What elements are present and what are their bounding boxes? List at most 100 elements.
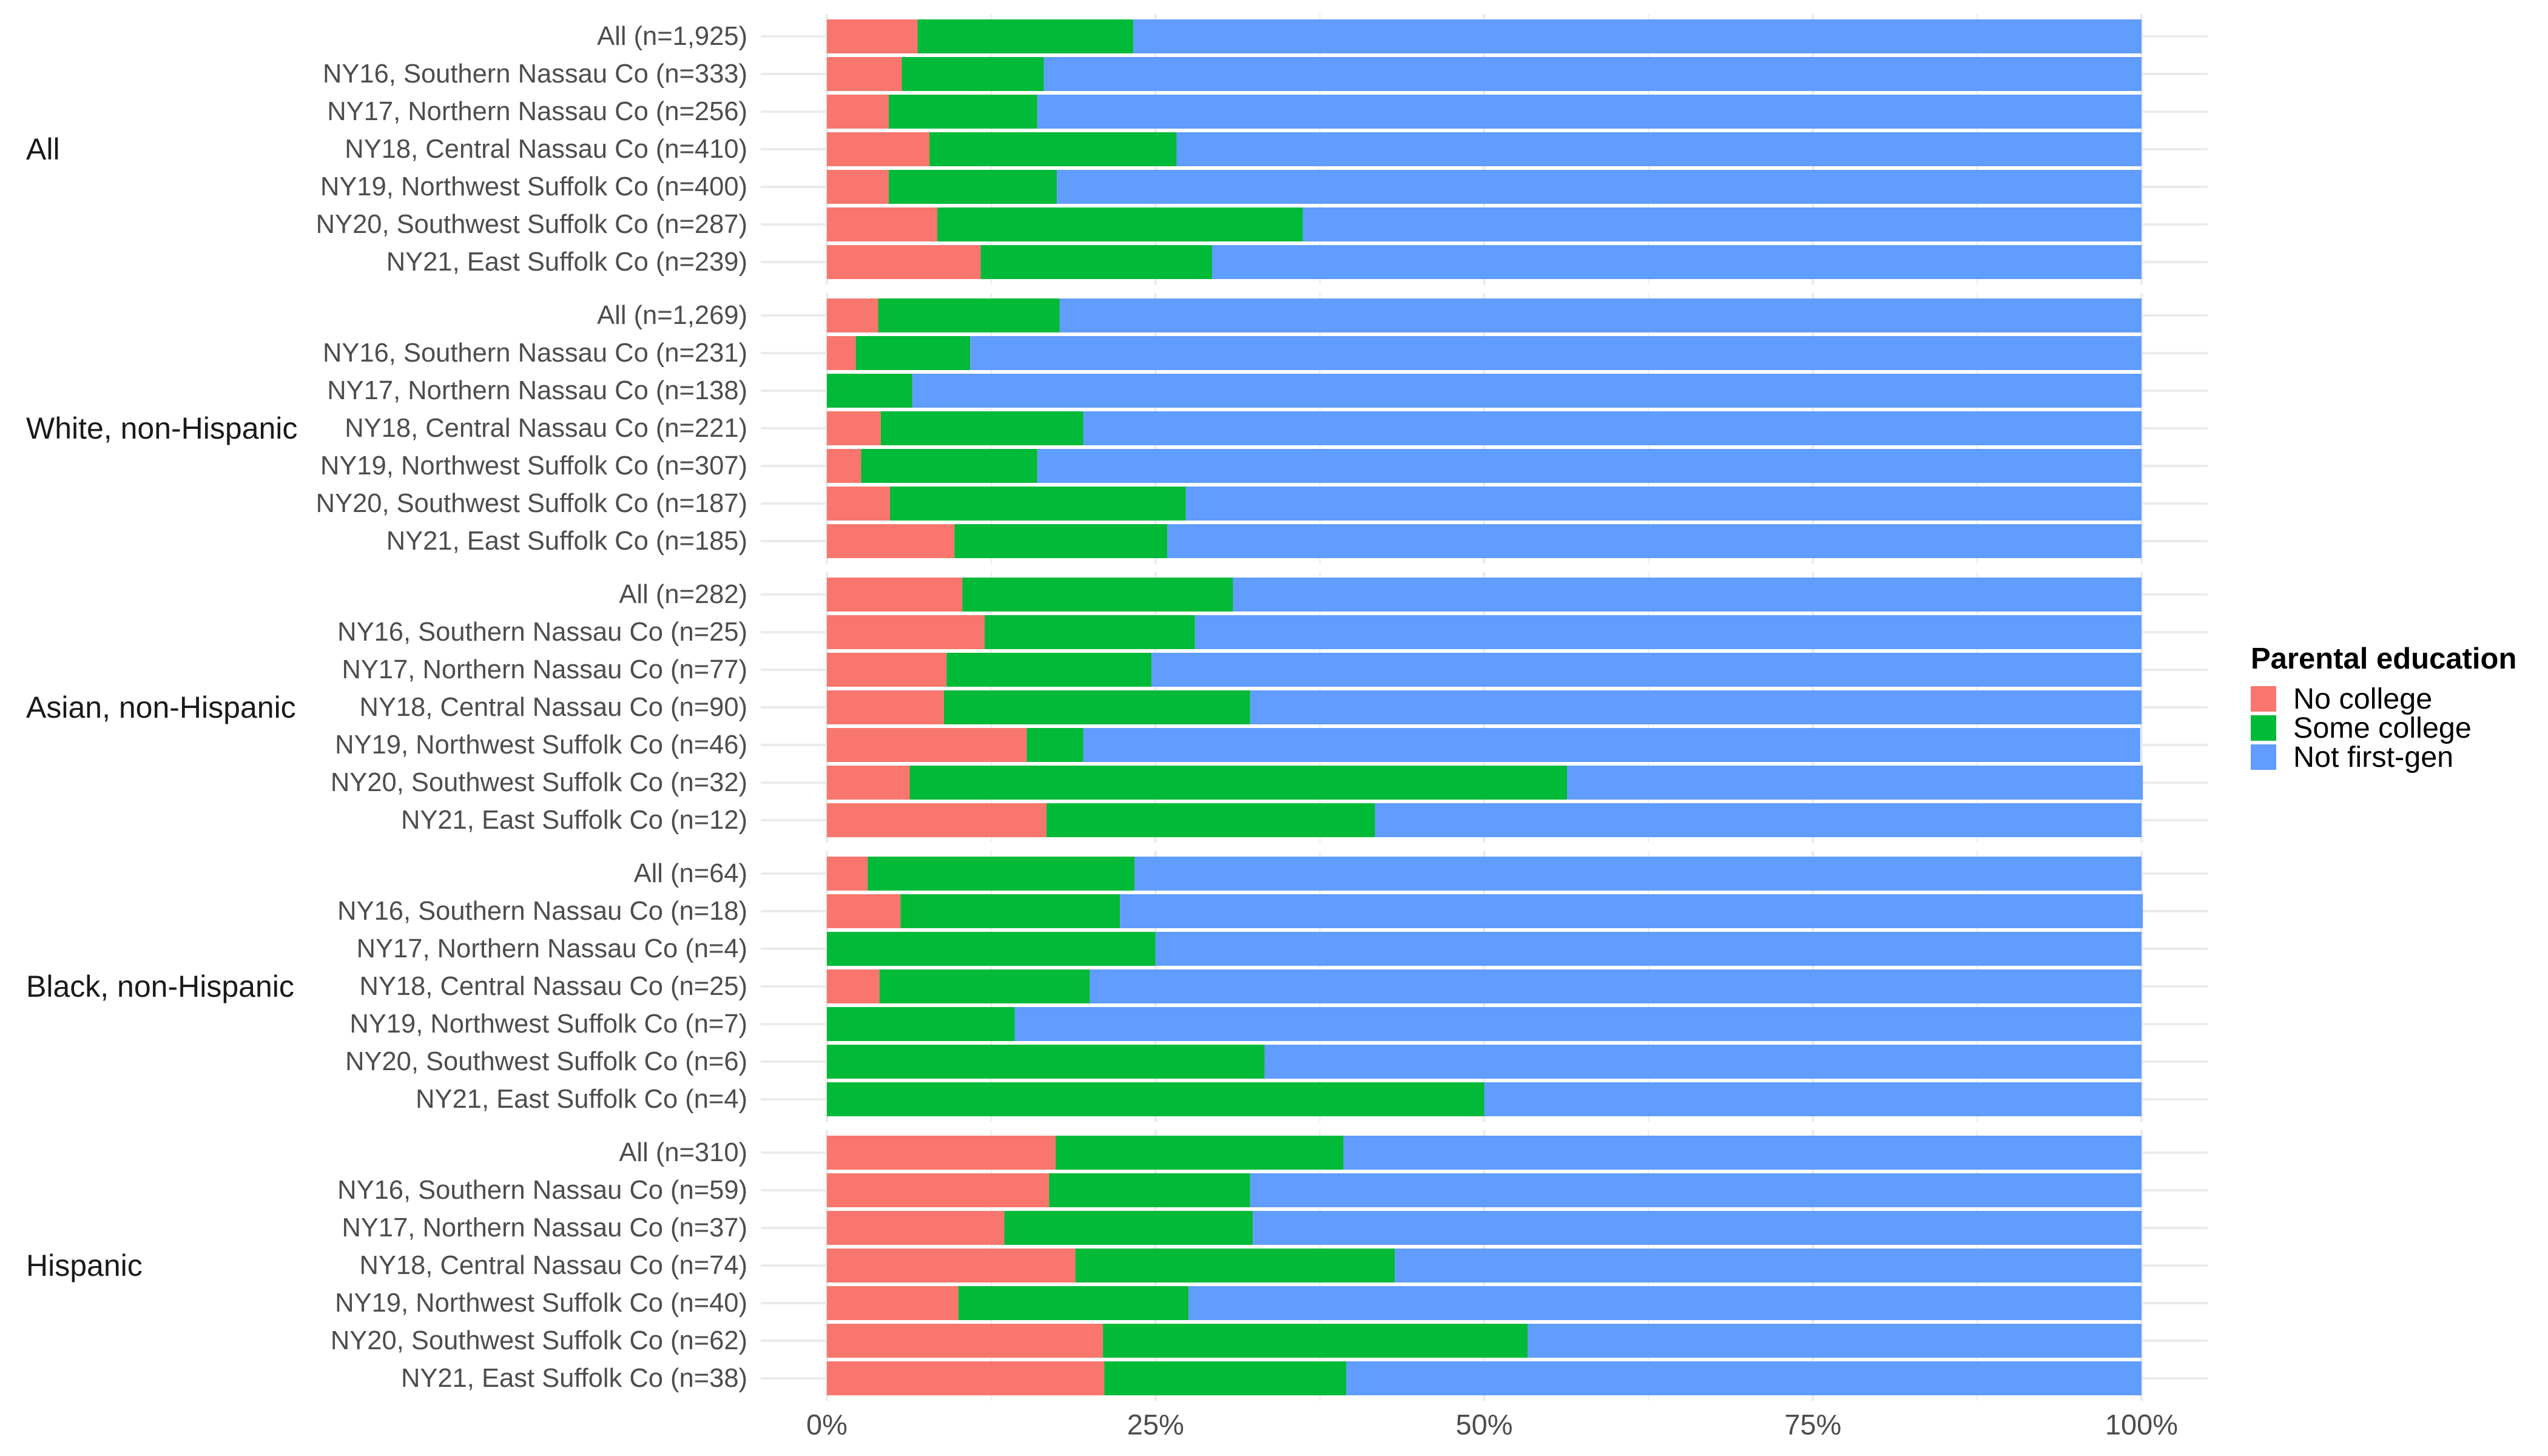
bar-segment-no-college xyxy=(827,690,944,724)
y-tick-label: NY20, Southwest Suffolk Co (n=6) xyxy=(345,1047,747,1076)
bar-segment-not-first-gen xyxy=(1090,969,2142,1003)
bar-segment-some-college xyxy=(827,1007,1015,1041)
bar-segment-some-college xyxy=(917,19,1133,53)
bar-segment-not-first-gen xyxy=(1167,524,2142,558)
bar-segment-not-first-gen xyxy=(970,336,2142,370)
bar-segment-not-first-gen xyxy=(1037,95,2142,129)
bar-segment-some-college xyxy=(946,653,1152,687)
bar-segment-some-college xyxy=(937,207,1303,241)
y-tick-label: NY17, Northern Nassau Co (n=4) xyxy=(357,934,747,963)
facet-strip-label: Hispanic xyxy=(26,1249,143,1282)
y-tick-label: NY19, Northwest Suffolk Co (n=400) xyxy=(320,172,747,201)
legend-key xyxy=(2251,744,2276,770)
bar-segment-some-college xyxy=(1004,1211,1253,1245)
y-tick-label: NY18, Central Nassau Co (n=74) xyxy=(359,1251,747,1280)
y-tick-label: NY17, Northern Nassau Co (n=138) xyxy=(327,376,747,405)
legend-item: No college xyxy=(2251,682,2432,715)
x-tick-label: 100% xyxy=(2105,1409,2178,1441)
bar-segment-not-first-gen xyxy=(1133,19,2142,53)
legend-title: Parental education xyxy=(2251,642,2516,675)
bar-segment-no-college xyxy=(827,653,947,687)
y-tick-label: NY18, Central Nassau Co (n=25) xyxy=(359,972,747,1001)
y-tick-label: All (n=282) xyxy=(619,580,747,609)
bar-segment-not-first-gen xyxy=(1083,411,2142,445)
bar-segment-some-college xyxy=(902,57,1044,91)
bar-segment-not-first-gen xyxy=(1250,690,2142,724)
bar-segment-no-college xyxy=(827,857,868,891)
bar-segment-no-college xyxy=(827,411,881,445)
bar-segment-no-college xyxy=(827,336,856,370)
bar-segment-no-college xyxy=(827,894,901,928)
y-tick-label: NY16, Southern Nassau Co (n=231) xyxy=(323,339,747,368)
x-axis: 0% 25% 50% 75% 100% xyxy=(806,1409,2178,1441)
bar-segment-some-college xyxy=(827,932,1156,966)
bar-segment-some-college xyxy=(888,95,1037,129)
bar-segment-not-first-gen xyxy=(1188,1286,2142,1320)
facet-strip-label: White, non-Hispanic xyxy=(26,411,297,445)
x-tick-label: 50% xyxy=(1455,1409,1512,1441)
bar-segment-some-college xyxy=(1056,1136,1344,1170)
bar-segment-not-first-gen xyxy=(1043,57,2142,91)
bar-segment-some-college xyxy=(861,449,1037,483)
bar-segment-some-college xyxy=(855,336,971,370)
facet-panel: All (n=310) NY16, Southern Nassau Co (n=5… xyxy=(26,1130,2208,1401)
y-tick-label: NY20, Southwest Suffolk Co (n=32) xyxy=(331,768,747,797)
bar-segment-some-college xyxy=(880,411,1084,445)
y-tick-label: NY16, Southern Nassau Co (n=25) xyxy=(337,618,747,647)
bar-segment-not-first-gen xyxy=(1567,766,2143,800)
y-tick-label: NY21, East Suffolk Co (n=38) xyxy=(401,1364,747,1393)
y-tick-label: All (n=64) xyxy=(634,859,747,888)
bar-segment-no-college xyxy=(827,1136,1056,1170)
bar-segment-some-college xyxy=(827,1082,1485,1116)
bar-segment-no-college xyxy=(827,57,902,91)
bar-segment-some-college xyxy=(954,524,1168,558)
bar-segment-not-first-gen xyxy=(1346,1361,2142,1395)
bar-segment-not-first-gen xyxy=(1233,578,2142,612)
bar-segment-no-college xyxy=(827,969,880,1003)
y-tick-label: NY17, Northern Nassau Co (n=256) xyxy=(327,97,747,126)
bar-segment-some-college xyxy=(879,969,1090,1003)
legend-key xyxy=(2251,686,2276,712)
legend-label: Not first-gen xyxy=(2293,741,2453,774)
y-tick-label: NY19, Northwest Suffolk Co (n=7) xyxy=(349,1009,747,1039)
bar-segment-not-first-gen xyxy=(1120,894,2143,928)
bar-segment-not-first-gen xyxy=(1212,245,2142,279)
bar-segment-no-college xyxy=(827,728,1027,762)
bar-segment-no-college xyxy=(827,615,985,649)
facet-panel: All (n=64) NY16, Southern Nassau Co (n=18… xyxy=(26,851,2208,1122)
bar-segment-not-first-gen xyxy=(1195,615,2142,649)
bar-segment-some-college xyxy=(900,894,1121,928)
bar-segment-not-first-gen xyxy=(1528,1324,2142,1358)
bar-segment-no-college xyxy=(827,1324,1104,1358)
bar-segment-not-first-gen xyxy=(1303,207,2142,241)
bar-segment-some-college xyxy=(1046,803,1375,837)
bar-segment-some-college xyxy=(909,766,1568,800)
legend-key xyxy=(2251,715,2276,741)
bar-segment-some-college xyxy=(878,298,1060,332)
facet-strip-label: Asian, non-Hispanic xyxy=(26,690,296,724)
y-tick-label: NY17, Northern Nassau Co (n=77) xyxy=(342,655,747,684)
y-tick-label: NY21, East Suffolk Co (n=12) xyxy=(401,806,747,835)
bar-segment-no-college xyxy=(827,95,889,129)
x-tick-label: 75% xyxy=(1784,1409,1841,1441)
y-tick-label: NY16, Southern Nassau Co (n=333) xyxy=(323,59,747,89)
y-tick-label: NY21, East Suffolk Co (n=239) xyxy=(386,248,747,277)
bar-segment-some-college xyxy=(827,1045,1265,1079)
y-tick-label: NY19, Northwest Suffolk Co (n=307) xyxy=(320,451,747,480)
bar-segment-no-college xyxy=(827,298,878,332)
y-tick-label: NY18, Central Nassau Co (n=221) xyxy=(345,414,747,443)
bar-segment-no-college xyxy=(827,170,889,204)
bar-segment-not-first-gen xyxy=(1253,1211,2142,1245)
bar-segment-no-college xyxy=(827,449,861,483)
bar-segment-no-college xyxy=(827,1286,959,1320)
bar-segment-no-college xyxy=(827,524,955,558)
bar-segment-no-college xyxy=(827,132,930,166)
bar-segment-some-college xyxy=(1104,1361,1346,1395)
bar-segment-some-college xyxy=(1103,1324,1528,1358)
bar-segment-some-college xyxy=(1026,728,1084,762)
bar-segment-no-college xyxy=(827,803,1046,837)
y-tick-label: NY19, Northwest Suffolk Co (n=46) xyxy=(335,730,747,760)
bar-segment-some-college xyxy=(985,615,1195,649)
bar-segment-not-first-gen xyxy=(1155,932,2142,966)
y-tick-label: NY16, Southern Nassau Co (n=59) xyxy=(337,1176,747,1205)
